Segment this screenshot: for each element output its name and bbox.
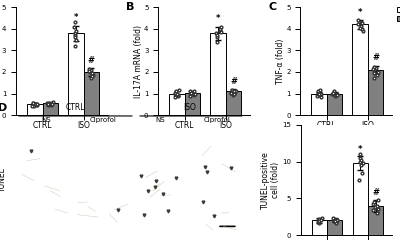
Text: Ciprofol: Ciprofol [204, 117, 230, 123]
Text: NS: NS [155, 117, 165, 123]
Bar [368, 206, 383, 235]
Y-axis label: IL-17A mRNA (fold): IL-17A mRNA (fold) [134, 25, 142, 98]
Text: *: * [358, 144, 362, 154]
Bar [312, 221, 327, 235]
Text: *: * [74, 13, 78, 22]
Bar [185, 92, 200, 115]
Legend: NS, Ciprofol: NS, Ciprofol [394, 5, 400, 24]
Bar [42, 103, 58, 115]
Y-axis label: TNF-α (fold): TNF-α (fold) [276, 38, 285, 84]
Text: D: D [0, 103, 7, 113]
Bar [311, 94, 327, 115]
Text: Ciprofol: Ciprofol [90, 117, 116, 123]
Bar [352, 24, 368, 115]
Bar [210, 33, 226, 115]
Text: #: # [88, 56, 95, 65]
Bar [68, 33, 84, 115]
Text: C: C [268, 2, 276, 12]
Bar [327, 220, 342, 235]
Text: #: # [230, 77, 237, 86]
Text: #: # [372, 53, 379, 62]
Y-axis label: TUNEL-positive
cell (fold): TUNEL-positive cell (fold) [261, 151, 280, 209]
Bar [84, 72, 99, 115]
Bar [169, 94, 185, 115]
Text: ISO: ISO [183, 102, 196, 112]
Bar [27, 104, 42, 115]
Text: *: * [358, 8, 362, 17]
Text: B: B [126, 2, 134, 12]
Text: TUNEL: TUNEL [0, 168, 7, 192]
Text: #: # [372, 188, 379, 197]
Bar [368, 70, 383, 115]
Text: *: * [216, 14, 220, 24]
Text: NS: NS [41, 117, 50, 123]
Text: CTRL: CTRL [66, 102, 85, 112]
Bar [327, 94, 342, 115]
Bar [226, 91, 241, 115]
Bar [352, 163, 368, 235]
